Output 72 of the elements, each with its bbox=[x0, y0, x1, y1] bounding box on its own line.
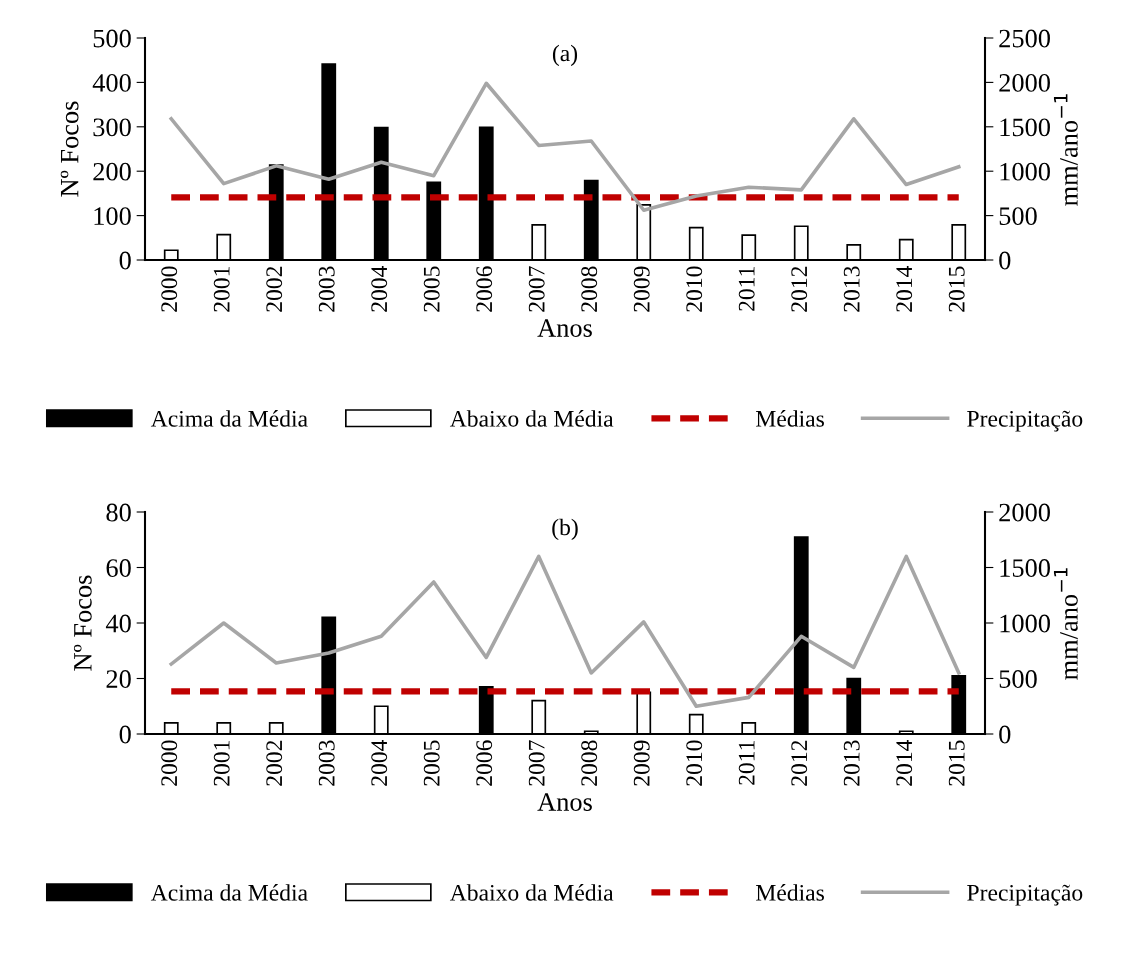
x-tick-label: 2015 bbox=[948, 266, 965, 312]
x-tick-label: 2001 bbox=[213, 740, 230, 786]
y-tick-label: 60 bbox=[106, 559, 131, 577]
x-tick-label: 2005 bbox=[423, 266, 440, 312]
x-tick-label: 2000 bbox=[161, 740, 178, 786]
x-tick-label: 2010 bbox=[686, 740, 703, 786]
legend-label: Acima da Média bbox=[150, 410, 308, 427]
x-tick-label: 2006 bbox=[476, 266, 493, 312]
x-tick-label: 2004 bbox=[371, 265, 388, 312]
x-tick-label: 2001 bbox=[213, 266, 230, 312]
y2-tick-label: 1000 bbox=[1000, 614, 1050, 633]
x-tick-label: 2013 bbox=[843, 740, 860, 786]
x-tick-label: 2009 bbox=[633, 740, 650, 786]
y-tick-label: 500 bbox=[93, 29, 131, 48]
y2-tick-label: 0 bbox=[999, 251, 1011, 270]
y2-axis-title: mm/ano$^{−1}$ bbox=[1053, 568, 1078, 680]
y-tick-label: 300 bbox=[93, 118, 131, 137]
legend-label: Acima da Média bbox=[150, 884, 308, 901]
y2-tick-label: 500 bbox=[999, 670, 1037, 688]
y-tick-label: 100 bbox=[94, 207, 131, 226]
x-tick-label: 2005 bbox=[423, 740, 440, 786]
y-tick-label: 40 bbox=[105, 614, 131, 633]
legend-label: Abaixo da Média bbox=[449, 884, 614, 901]
x-tick-label: 2013 bbox=[843, 266, 860, 312]
legend-label: Precipitação bbox=[967, 410, 1083, 432]
chart-title: (b) bbox=[552, 518, 578, 541]
x-axis-title: Anos bbox=[537, 793, 592, 811]
x-tick-label: 2000 bbox=[161, 266, 178, 312]
x-tick-label: 2003 bbox=[318, 740, 335, 786]
y-tick-label: 400 bbox=[92, 74, 131, 92]
x-tick-label: 2008 bbox=[581, 740, 598, 786]
y-tick-label: 0 bbox=[119, 251, 131, 270]
y2-tick-label: 2500 bbox=[999, 29, 1050, 48]
x-tick-label: 2004 bbox=[371, 739, 388, 786]
y2-tick-label: 1500 bbox=[1000, 118, 1050, 137]
x-tick-label: 2012 bbox=[791, 740, 808, 786]
x-tick-label: 2002 bbox=[266, 266, 283, 312]
y2-tick-label: 1500 bbox=[1000, 559, 1050, 577]
y-tick-label: 20 bbox=[106, 670, 131, 688]
x-tick-label: 2014 bbox=[896, 739, 913, 786]
y2-tick-label: 1000 bbox=[1000, 162, 1050, 181]
x-tick-label: 2002 bbox=[266, 740, 283, 786]
x-tick-label: 2011 bbox=[738, 266, 755, 311]
x-tick-label: 2011 bbox=[738, 740, 755, 785]
line-series bbox=[169, 554, 961, 709]
legend-label: Abaixo da Média bbox=[449, 410, 614, 427]
x-tick-label: 2010 bbox=[686, 266, 703, 312]
x-tick-label: 2007 bbox=[528, 740, 545, 786]
x-tick-label: 2009 bbox=[633, 266, 650, 312]
y2-tick-label: 2000 bbox=[999, 503, 1050, 522]
x-tick-label: 2003 bbox=[318, 266, 335, 312]
y-axis-title: Nº Focos bbox=[73, 575, 92, 671]
y2-tick-label: 500 bbox=[999, 207, 1037, 226]
y-tick-label: 200 bbox=[93, 162, 131, 181]
x-tick-label: 2014 bbox=[896, 265, 913, 312]
line-series bbox=[169, 81, 961, 213]
y-axis-title: Nº Focos bbox=[60, 101, 79, 197]
y2-tick-label: 0 bbox=[999, 725, 1011, 744]
legend-label: Precipitação bbox=[967, 884, 1083, 906]
chart-title: (a) bbox=[552, 44, 578, 67]
x-axis-title: Anos bbox=[537, 319, 592, 337]
y-tick-label: 0 bbox=[119, 725, 131, 744]
x-tick-label: 2015 bbox=[948, 740, 965, 786]
legend-label: Médias bbox=[756, 884, 824, 901]
y-tick-label: 80 bbox=[106, 503, 131, 522]
y2-tick-label: 2000 bbox=[999, 74, 1050, 92]
x-tick-label: 2008 bbox=[581, 266, 598, 312]
x-tick-label: 2006 bbox=[476, 740, 493, 786]
legend-label: Médias bbox=[756, 410, 824, 427]
x-tick-label: 2007 bbox=[528, 266, 545, 312]
y2-axis-title: mm/ano$^{−1}$ bbox=[1053, 94, 1078, 206]
x-tick-label: 2012 bbox=[791, 266, 808, 312]
